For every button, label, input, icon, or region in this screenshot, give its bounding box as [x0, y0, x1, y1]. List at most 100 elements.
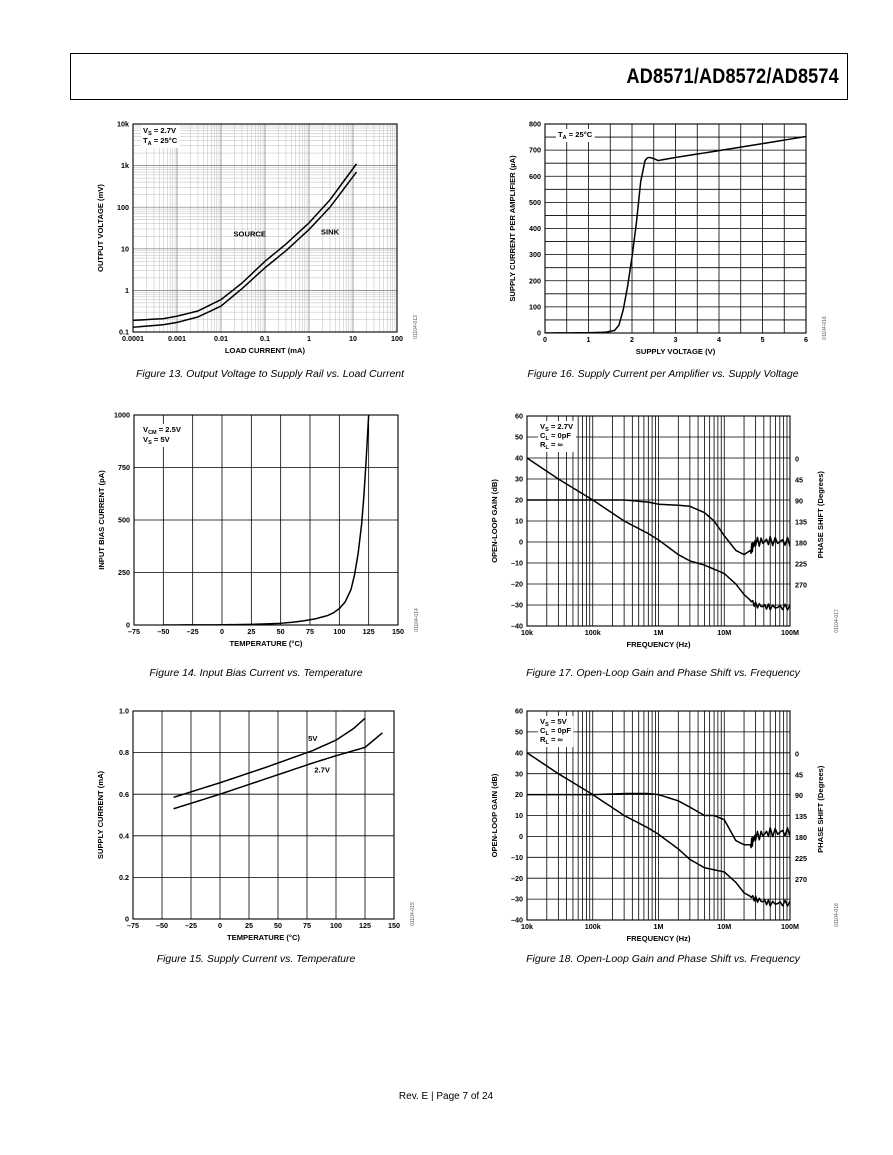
x-tick-label: –75: [127, 921, 139, 930]
figure-14-condition-vcm: VCM = 2.5V: [143, 425, 182, 436]
figure-0-figure-code: 01104-013: [413, 315, 419, 339]
figure-17-condition-cl: CL = 0pF: [540, 431, 571, 442]
series-line-0: [527, 752, 790, 907]
x-tick-label: –50: [156, 921, 168, 930]
y-tick-label: 200: [529, 276, 541, 285]
y-tick-label: 700: [529, 146, 541, 155]
x-tick-label: 75: [303, 921, 311, 930]
y-tick-label: 1: [125, 286, 129, 295]
y2-tick-label: 225: [795, 854, 807, 863]
x-tick-label: 100M: [781, 628, 799, 637]
y-tick-label: 30: [515, 769, 523, 778]
y-tick-label: 60: [515, 412, 523, 421]
y-tick-label: 0: [537, 329, 541, 338]
x-tick-label: 100: [330, 921, 342, 930]
x-tick-label: 0: [220, 627, 224, 636]
figure-2-tick-labels: –75 –50 –25 0 25 50 75 100 125 150 0 250 500 750 1000: [114, 411, 404, 636]
y-tick-label: –10: [511, 853, 523, 862]
y2-tick-label: 180: [795, 539, 807, 548]
x-tick-label: 100M: [781, 922, 799, 931]
y-tick-label: 100: [117, 203, 129, 212]
x-tick-label: –25: [187, 627, 199, 636]
x-tick-label: 50: [277, 627, 285, 636]
x-tick-label: –75: [128, 627, 140, 636]
y-tick-label: –40: [511, 916, 523, 925]
figure-4-figure-code: 01104-015: [410, 902, 416, 926]
figure-2-figure-code: 01104-014: [414, 608, 420, 632]
y2-tick-label: 90: [795, 791, 803, 800]
figure-2-plot-frame: [133, 414, 399, 626]
figure-4-annotation: 5V: [308, 734, 318, 743]
x-tick-label: 6: [804, 335, 808, 344]
y-tick-label: 50: [515, 433, 523, 442]
series-line-0: [545, 135, 806, 333]
x-tick-label: 25: [245, 921, 253, 930]
y-tick-label: –30: [511, 895, 523, 904]
series-line-0: [527, 457, 790, 611]
figure-2-series: [163, 415, 370, 625]
figure-4-annotation: 2.7V: [314, 765, 331, 774]
y-tick-label: 10k: [117, 120, 129, 129]
y-tick-label: 40: [515, 454, 523, 463]
x-tick-label: 125: [359, 921, 371, 930]
y-tick-label: 0.6: [119, 790, 129, 799]
figure-13-conditions: VS = 2.7V TA = 25°C: [143, 126, 178, 147]
x-tick-label: 150: [392, 627, 404, 636]
y-tick-label: 600: [529, 172, 541, 181]
figure-13-condition-ta: TA = 25°C: [143, 136, 178, 147]
x-tick-label: 1: [307, 334, 311, 343]
figure-5-figure-code: 01104-018: [834, 903, 840, 927]
y-tick-label: 30: [515, 475, 523, 484]
figure-17-condition-rl: RL = ∞: [540, 440, 563, 451]
figure-0-series: [133, 163, 358, 329]
x-tick-label: 10k: [521, 922, 533, 931]
x-tick-label: 0.001: [168, 334, 186, 343]
x-tick-label: 1M: [654, 628, 664, 637]
figure-18-condition-cl: CL = 0pF: [540, 726, 571, 737]
y-tick-label: 20: [515, 496, 523, 505]
y-tick-label: –20: [511, 874, 523, 883]
y-tick-label: 250: [118, 568, 130, 577]
figure-4-series: [173, 717, 383, 810]
y2-tick-label: 0: [795, 455, 799, 464]
page-footer: Rev. E | Page 7 of 24: [398, 1091, 494, 1102]
figure-3-x-axis-label: FREQUENCY (Hz): [627, 640, 691, 649]
figure-1-x-axis-label: SUPPLY VOLTAGE (V): [636, 347, 716, 356]
y-tick-label: 20: [515, 790, 523, 799]
y-tick-label: 0.4: [119, 831, 129, 840]
y-tick-label: 0: [519, 832, 523, 841]
x-tick-label: 3: [674, 335, 678, 344]
figure-13-caption: Figure 13. Output Voltage to Supply Rail…: [135, 368, 405, 380]
x-tick-label: –50: [157, 627, 169, 636]
x-tick-label: –25: [185, 921, 197, 930]
x-tick-label: 0.0001: [122, 334, 144, 343]
x-tick-label: 4: [717, 335, 721, 344]
y-tick-label: 1.0: [119, 707, 129, 716]
figure-18-caption: Figure 18. Open-Loop Gain and Phase Shif…: [526, 953, 800, 965]
y-tick-label: 500: [529, 198, 541, 207]
figure-4-y-axis-label: SUPPLY CURRENT (mA): [96, 770, 105, 859]
series-line-1: [527, 792, 790, 849]
y2-tick-label: 225: [795, 560, 807, 569]
figure-4-plot-frame: [132, 710, 395, 920]
figure-3-conditions-bg: [538, 421, 576, 452]
figure-3-figure-code: 01104-017: [834, 609, 840, 633]
x-tick-label: 1: [587, 335, 591, 344]
figure-3-plot-frame: [526, 415, 791, 627]
y-tick-label: 50: [515, 728, 523, 737]
y-tick-label: 0: [519, 538, 523, 547]
figure-15-caption: Figure 15. Supply Current vs. Temperatur…: [156, 953, 356, 965]
x-tick-label: 10M: [717, 922, 731, 931]
y-tick-label: 1000: [114, 411, 130, 420]
x-tick-label: 100: [333, 627, 345, 636]
figure-0-y-axis-label: OUTPUT VOLTAGE (mV): [96, 184, 105, 272]
series-line-0: [163, 415, 370, 625]
figure-1-tick-labels: 0 1 2 3 4 5 6 0 100 200 300 400 500 600 700 800: [529, 120, 808, 344]
x-tick-label: 10: [349, 334, 357, 343]
y2-tick-label: 270: [795, 581, 807, 590]
figure-2-conditions-bg: [141, 424, 184, 447]
